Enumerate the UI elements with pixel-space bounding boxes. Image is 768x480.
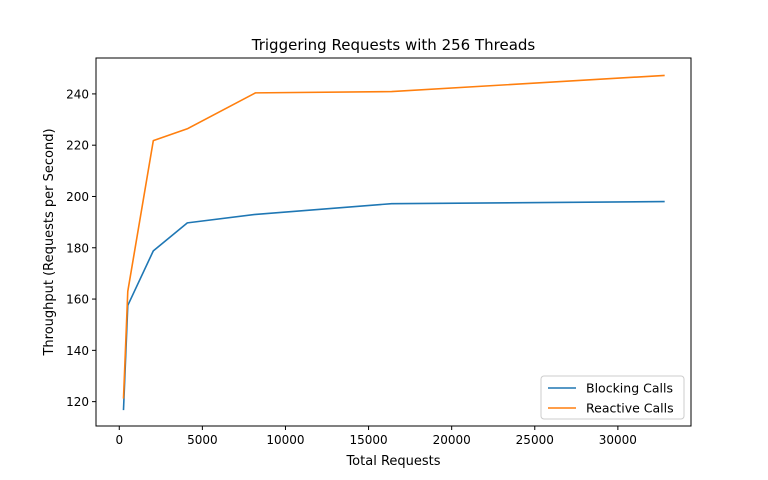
y-axis-label: Throughput (Requests per Second) (42, 128, 57, 356)
plot-frame (95, 57, 692, 427)
y-axis: 120 140 160 180 200 220 240 (66, 87, 96, 409)
x-tick-label: 10000 (266, 433, 304, 447)
x-axis: 0 5000 10000 15000 20000 25000 30000 (115, 426, 637, 447)
x-tick-label: 5000 (187, 433, 218, 447)
x-tick-label: 30000 (599, 433, 637, 447)
y-tick-label: 160 (66, 293, 89, 307)
legend-box (540, 375, 685, 420)
y-tick-label: 140 (66, 344, 89, 358)
x-tick-label: 15000 (349, 433, 387, 447)
x-tick-label: 20000 (433, 433, 471, 447)
x-axis-label: Total Requests (345, 454, 440, 469)
plot-area (96, 58, 691, 426)
legend: Blocking Calls Reactive Calls (540, 375, 685, 420)
legend-label: Blocking Calls (586, 381, 673, 396)
y-tick-label: 200 (66, 190, 89, 204)
series-line-reactive-calls (122, 74, 665, 399)
y-tick-label: 240 (66, 87, 89, 101)
y-tick-label: 120 (66, 395, 89, 409)
series-layer (122, 74, 665, 411)
y-tick-label: 180 (66, 241, 89, 255)
legend-label: Reactive Calls (586, 401, 674, 416)
chart-title: Triggering Requests with 256 Threads (251, 36, 536, 54)
y-tick-label: 220 (66, 139, 89, 153)
x-tick-label: 0 (115, 433, 123, 447)
x-tick-label: 25000 (516, 433, 554, 447)
